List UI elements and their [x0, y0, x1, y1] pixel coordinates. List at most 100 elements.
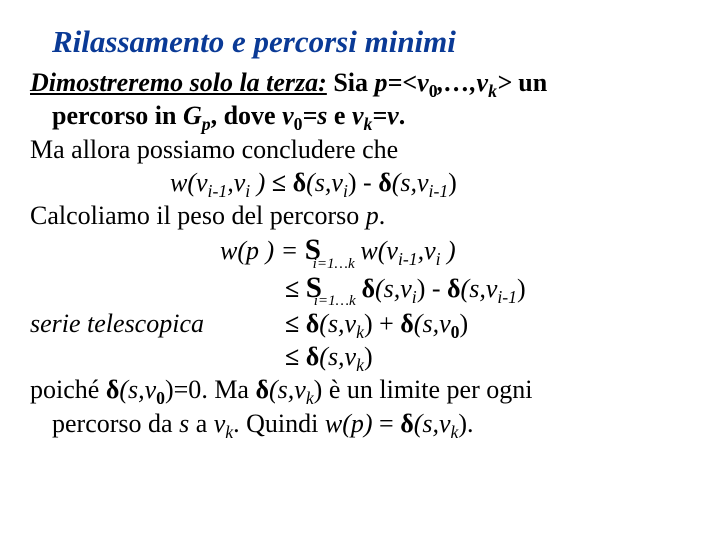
t: 0: [429, 81, 438, 101]
t: w(v: [170, 168, 208, 197]
body: Dimostreremo solo la terza: Sia p=<v0,…,…: [30, 66, 690, 440]
t: i-1: [208, 181, 228, 201]
t: (s,v: [269, 375, 306, 404]
t: (s,v: [461, 274, 498, 303]
t: G: [183, 101, 202, 130]
t: ): [448, 168, 457, 197]
t: k: [356, 355, 364, 375]
t: . Ma: [201, 375, 255, 404]
math: ≤ δ(s,vk) + δ(s,v0): [285, 307, 468, 340]
t: p=<v: [375, 68, 429, 97]
delta-icon: δ: [378, 168, 392, 197]
delta-icon: δ: [400, 309, 414, 338]
t: a: [189, 409, 214, 438]
t: e: [327, 101, 352, 130]
line-3: Ma allora possiamo concludere che: [30, 133, 690, 166]
slide-content: Rilassamento e percorsi minimi Dimostrer…: [0, 0, 720, 460]
t: ): [364, 309, 373, 338]
delta-icon: δ: [293, 168, 307, 197]
t: ): [348, 168, 357, 197]
t: (s,v: [319, 309, 356, 338]
t: ): [441, 236, 456, 265]
le-icon: ≤: [265, 168, 292, 197]
t: v: [352, 101, 364, 130]
t: s: [179, 409, 189, 438]
telescopic-label: serie telescopica: [30, 307, 285, 340]
line-9: ≤ δ(s,vk): [285, 340, 690, 373]
t: ,…,v: [438, 68, 489, 97]
t: k: [225, 422, 233, 442]
t: w(v: [354, 236, 398, 265]
t: i-1: [497, 287, 517, 307]
t: percorso in: [52, 101, 183, 130]
t: .: [379, 201, 386, 230]
t: i-1: [398, 250, 418, 270]
delta-icon: δ: [400, 409, 414, 438]
t: p: [202, 114, 211, 134]
t: -: [425, 274, 447, 303]
delta-icon: δ: [447, 274, 461, 303]
delta-icon: δ: [306, 342, 320, 371]
t: .: [399, 101, 406, 130]
delta-icon: δ: [361, 274, 375, 303]
t: percorso da: [52, 409, 179, 438]
t: poiché: [30, 375, 106, 404]
t: (s,v: [414, 409, 451, 438]
t: (s,v: [392, 168, 429, 197]
t: Calcoliamo il peso del percorso: [30, 201, 366, 230]
t: (s,v: [306, 168, 343, 197]
le-icon: ≤: [285, 342, 306, 371]
t: . Quindi: [233, 409, 325, 438]
t: (s,v: [414, 309, 451, 338]
t: =: [373, 409, 401, 438]
t: ,v: [418, 236, 436, 265]
t: è un limite per ogni: [322, 375, 532, 404]
t: =: [274, 236, 305, 265]
le-icon: ≤: [285, 274, 306, 303]
line-11: percorso da s a vk. Quindi w(p) = δ(s,vk…: [52, 407, 690, 440]
line-7: ≤ Si=1…k δ(s,vi) - δ(s,vi-1): [285, 270, 690, 307]
t: ): [458, 409, 467, 438]
t: ): [517, 274, 526, 303]
t: =s: [302, 101, 327, 130]
t: ): [250, 168, 265, 197]
t: 0: [156, 389, 165, 409]
t: (s,v: [319, 342, 356, 371]
t: )=0: [165, 375, 201, 404]
t: ,v: [227, 168, 245, 197]
t: v: [282, 101, 294, 130]
line-2: percorso in Gp, dove v0=s e vk=v.: [52, 99, 690, 132]
t: (s,v: [375, 274, 412, 303]
t: (s,v: [119, 375, 156, 404]
t: p: [366, 201, 379, 230]
t: .: [467, 409, 474, 438]
t: i-1: [429, 181, 449, 201]
t: k: [306, 389, 314, 409]
t: , dove: [211, 101, 283, 130]
lead-phrase: Dimostreremo solo la terza:: [30, 68, 327, 97]
t: v: [214, 409, 226, 438]
t: -: [357, 168, 379, 197]
line-8: serie telescopica ≤ δ(s,vk) + δ(s,v0): [30, 307, 690, 340]
t: w(p ): [220, 236, 274, 265]
sum-range: i=1…k: [314, 293, 356, 309]
line-10: poiché δ(s,v0)=0. Ma δ(s,vk) è un limite…: [30, 373, 690, 406]
t: ): [459, 309, 468, 338]
line-6: w(p ) = Si=1…k w(vi-1,vi ): [220, 232, 690, 269]
le-icon: ≤: [285, 309, 306, 338]
delta-icon: δ: [106, 375, 120, 404]
delta-icon: δ: [306, 309, 320, 338]
delta-icon: δ: [255, 375, 269, 404]
t: k: [488, 81, 497, 101]
t: Sia: [327, 68, 375, 97]
slide-title: Rilassamento e percorsi minimi: [52, 24, 690, 60]
t: ): [364, 342, 373, 371]
line-4: w(vi-1,vi ) ≤ δ(s,vi) - δ(s,vi-1): [170, 166, 690, 199]
line-5: Calcoliamo il peso del percorso p.: [30, 199, 690, 232]
t: >: [497, 68, 512, 97]
line-1: Dimostreremo solo la terza: Sia p=<v0,…,…: [30, 66, 690, 99]
t: w(p): [325, 409, 373, 438]
t: +: [373, 309, 401, 338]
t: =v: [372, 101, 398, 130]
t: un: [512, 68, 547, 97]
